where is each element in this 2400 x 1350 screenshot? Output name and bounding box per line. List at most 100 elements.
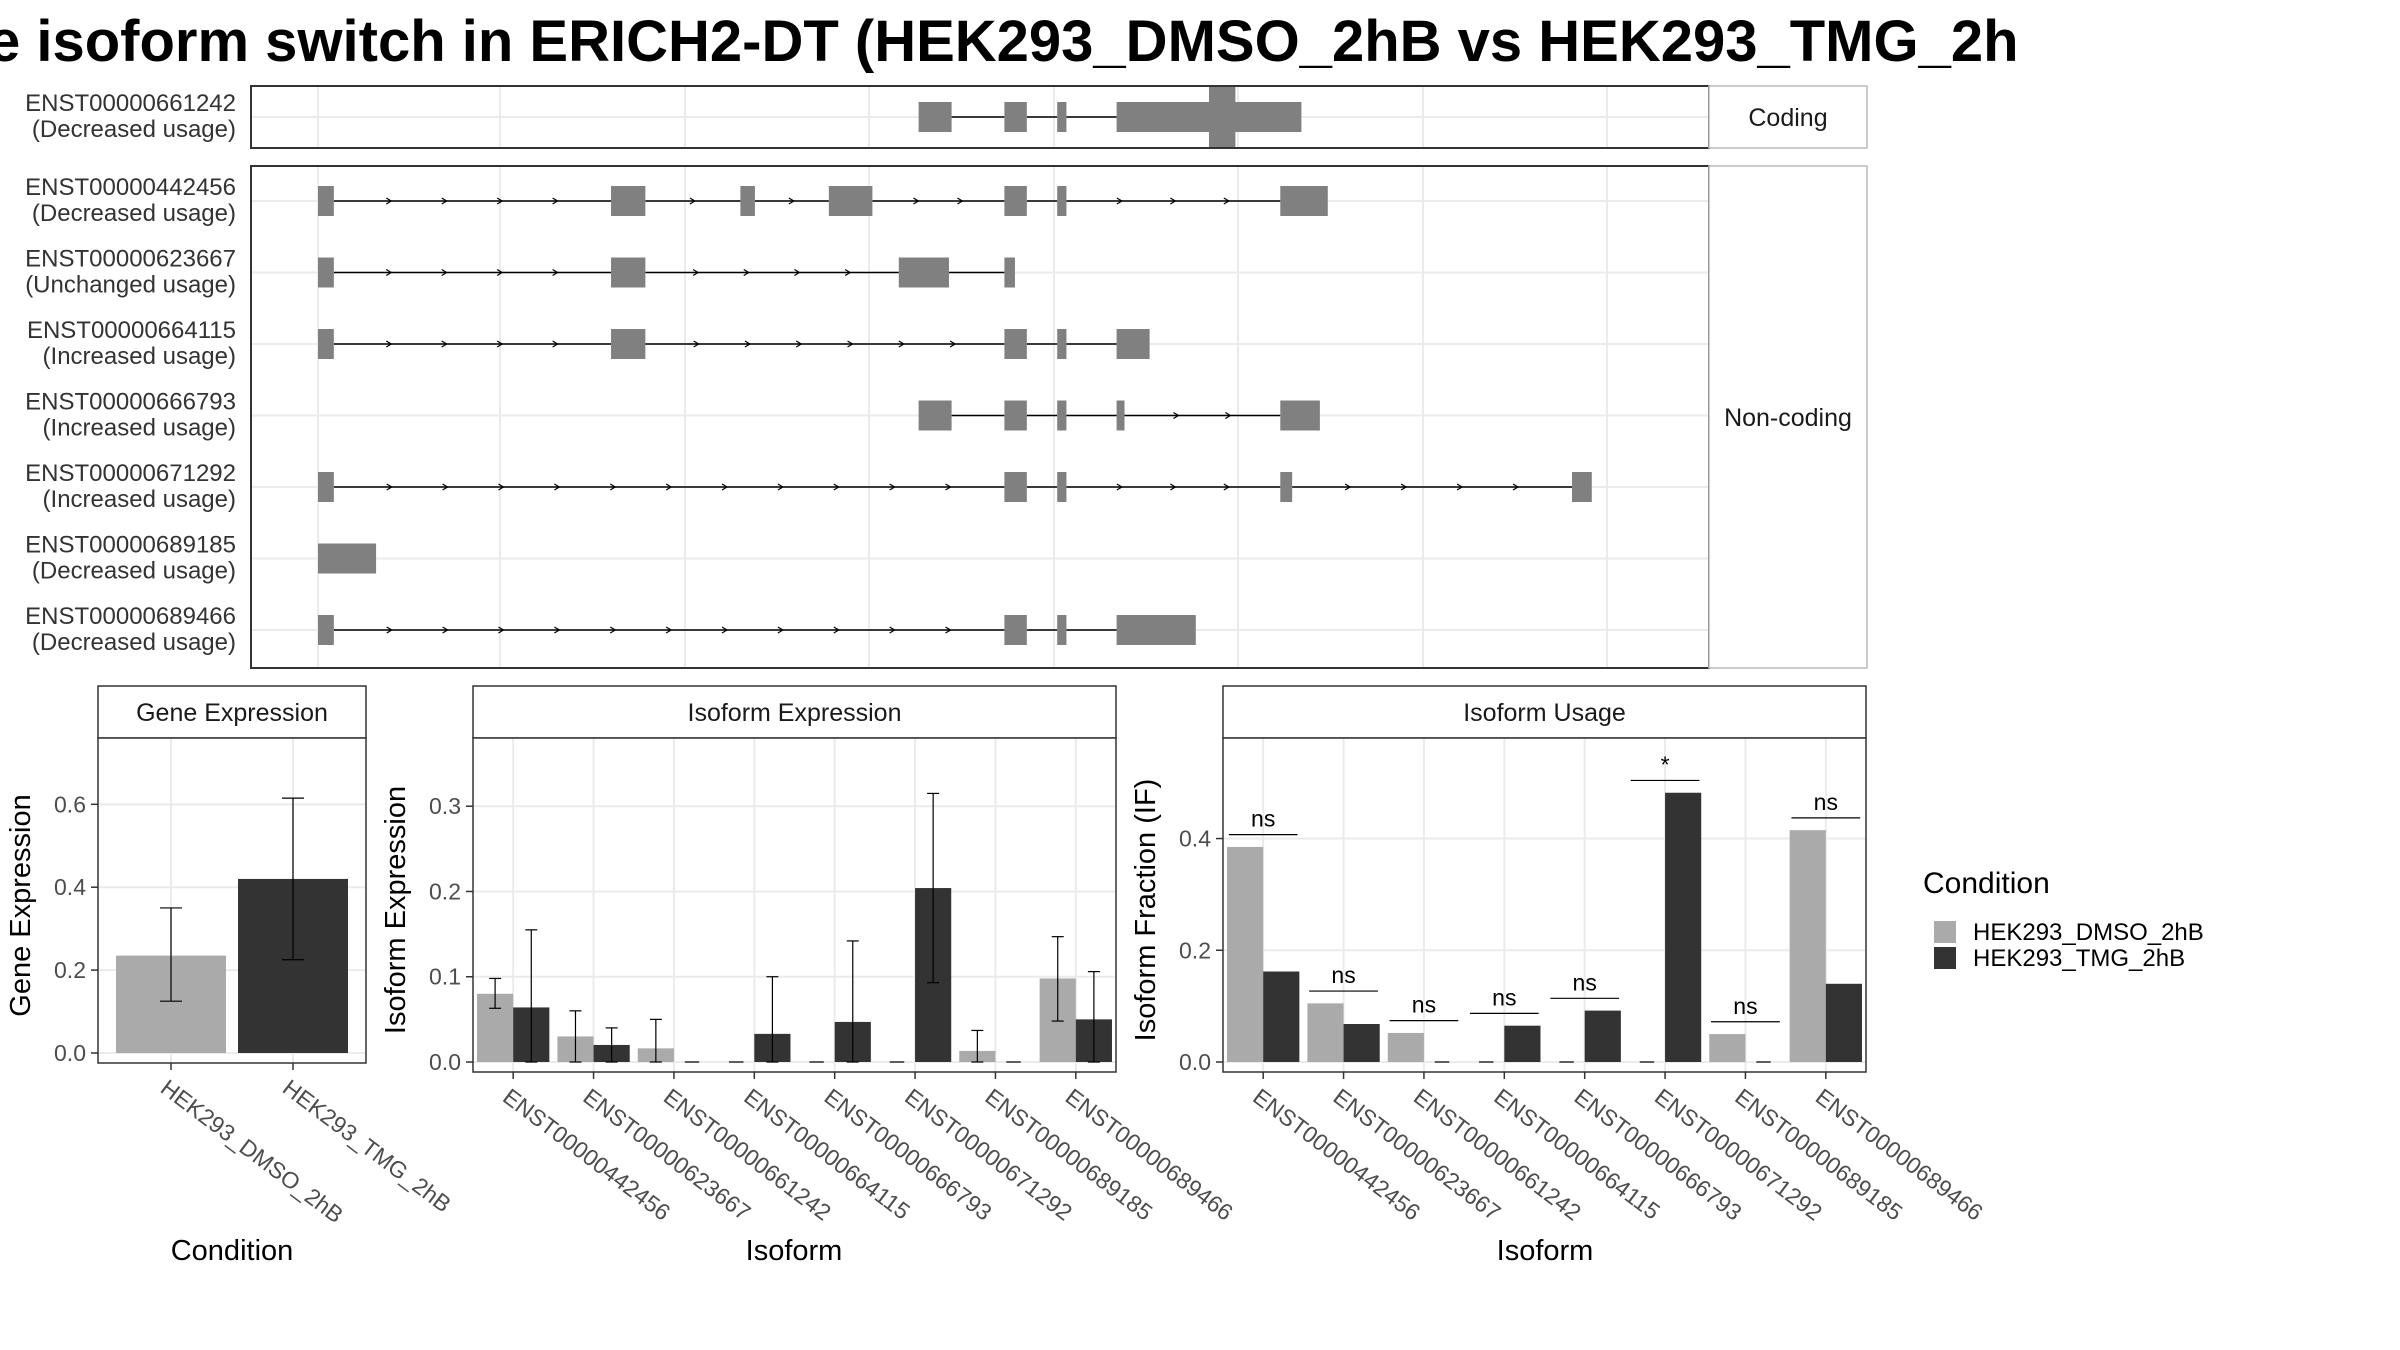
bar-dmso [1387,1032,1424,1062]
intron-arrow [385,268,393,277]
intron-arrow [1170,197,1177,205]
intron-arrow [898,340,905,348]
plot-bg [473,738,1116,1072]
exon-block [611,186,646,216]
x-axis-title: Isoform [1497,1235,1594,1267]
exon-block [611,329,646,359]
y-tick-label: 0.4 [54,874,86,900]
exon-block [1057,329,1067,359]
intron-arrow [1173,411,1180,420]
exon-block [1004,615,1027,645]
significance-label: ns [1492,984,1516,1010]
x-axis-title: Isoform [746,1235,843,1267]
exon-block [1280,400,1320,431]
intron-arrow [609,626,617,634]
exon-block [1004,257,1015,288]
facet-strip-label: Coding [1748,104,1827,132]
intron-arrow [1512,483,1520,491]
intron-arrow [721,483,729,491]
transcript-id-label: ENST00000689185 [25,532,236,559]
transcript-id-label: ENST00000666793 [25,389,236,416]
legend-swatch [1934,921,1956,943]
transcript-usage-label: (Increased usage) [43,486,236,513]
bar-dmso [1227,846,1264,1062]
intron-arrow [496,340,504,348]
exon-block [1057,472,1067,502]
intron-arrow [889,626,896,634]
exon-block [611,257,646,288]
intron-arrow [794,268,801,277]
significance-label: ns [1573,969,1597,995]
exon-block [1057,102,1067,132]
intron-arrow [1344,483,1352,491]
x-axis-title: Condition [171,1235,294,1267]
facet-strip [1708,165,1868,669]
intron-arrow [554,483,561,491]
exon-block [1116,400,1125,431]
exon-block [740,186,755,216]
exon-block [1004,102,1027,132]
intron-arrow [386,626,393,634]
panel-strip [97,685,367,739]
figure-title: e isoform switch in ERICH2-DT (HEK293_DM… [0,9,2019,74]
transcript-usage-label: (Decreased usage) [32,200,236,227]
intron-arrow [442,483,449,491]
intron-arrow [665,483,673,491]
intron-arrow [496,268,504,277]
y-tick-label: 0.0 [1179,1049,1211,1075]
y-tick-label: 0.0 [429,1049,461,1075]
significance-label: ns [1412,992,1436,1018]
significance-label: * [1661,751,1670,777]
transcript-usage-label: (Unchanged usage) [25,272,236,299]
intron-arrow [1225,411,1232,420]
exon-block [1004,329,1027,359]
transcript-usage-label: (Decreased usage) [32,116,236,143]
intron-arrow [833,626,840,634]
intron-arrow [442,626,449,634]
transcript-id-label: ENST00000442456 [25,174,236,201]
intron-arrow [721,626,729,634]
intron-arrow [441,268,448,277]
plot-border [472,737,1117,1073]
panel-strip-label: Isoform Expression [688,699,902,727]
intron-arrow [788,197,796,205]
transcript-id-label: ENST00000623667 [25,246,236,273]
intron-arrow [441,340,448,348]
intron-arrow [665,626,673,634]
intron-arrow [554,626,561,634]
intron-arrow [777,483,785,491]
bar-tmg [1825,983,1862,1062]
exon-block [1116,615,1196,645]
intron-arrow [913,197,920,205]
intron-arrow [1223,197,1230,205]
exon-block [1057,186,1067,216]
y-tick-label: 0.0 [54,1040,86,1066]
intron-arrow [693,340,700,348]
exon-block [1057,400,1067,431]
exon-block [1116,329,1150,359]
intron-arrow [496,197,504,205]
intron-arrow [844,268,852,277]
y-tick-label: 0.2 [54,957,86,983]
intron-arrow [1116,197,1124,205]
y-tick-label: 0.2 [429,878,461,904]
exon-block [318,472,334,502]
plot-border [1222,737,1867,1073]
exon-block [318,257,334,288]
transcript-id-label: ENST00000664115 [27,317,236,344]
transcript-id-label: ENST00000671292 [25,460,236,487]
bar-tmg [1504,1025,1541,1062]
intron-arrow [744,340,752,348]
intron-arrow [889,483,896,491]
intron-arrow [1400,483,1408,491]
intron-arrow [689,197,697,205]
exon-block [318,615,334,645]
intron-arrow [441,197,448,205]
intron-arrow [1116,483,1124,491]
y-tick-label: 0.1 [429,964,461,990]
significance-label: ns [1733,993,1757,1019]
transcript-usage-label: (Increased usage) [43,343,236,370]
intron-arrow [795,340,803,348]
significance-label: ns [1331,962,1355,988]
bar-dmso [1709,1034,1746,1062]
